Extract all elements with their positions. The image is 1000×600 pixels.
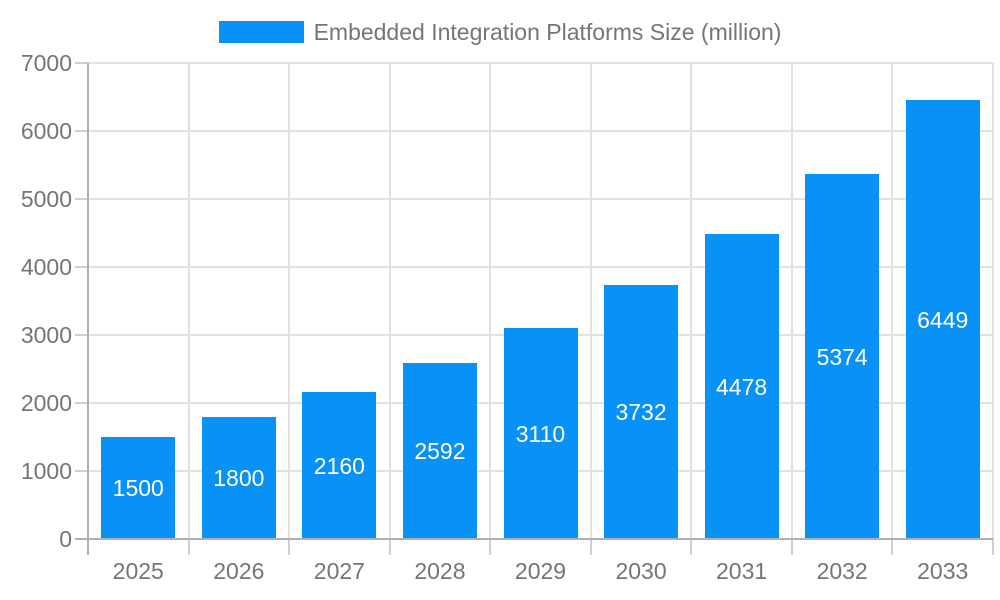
bar[interactable]: 1800 <box>201 417 276 539</box>
y-axis-line <box>87 63 89 555</box>
bar[interactable]: 3732 <box>604 285 679 539</box>
x-axis-label: 2028 <box>414 558 466 584</box>
y-axis-tick <box>75 198 88 200</box>
bar-value-label: 4478 <box>716 373 768 400</box>
bar[interactable]: 2160 <box>302 392 377 539</box>
y-gridline <box>88 198 993 200</box>
x-axis-tick <box>589 539 592 555</box>
x-axis-label: 2025 <box>112 558 164 584</box>
y-axis-label: 2000 <box>20 390 72 416</box>
x-gridline <box>187 63 190 539</box>
y-axis-tick <box>75 62 88 64</box>
x-gridline <box>790 63 793 539</box>
y-axis-label: 7000 <box>20 50 72 76</box>
x-axis-label: 2032 <box>816 558 868 584</box>
x-axis-tick <box>489 539 492 555</box>
y-axis-label: 6000 <box>20 118 72 144</box>
y-axis-label: 0 <box>59 526 72 552</box>
bar-value-label: 3110 <box>515 420 566 447</box>
x-axis-label: 2027 <box>313 558 365 584</box>
x-gridline <box>388 63 391 539</box>
y-axis-tick <box>75 402 88 404</box>
y-axis-tick <box>75 130 88 132</box>
x-axis-tick <box>790 539 793 555</box>
y-gridline <box>88 266 993 268</box>
bar[interactable]: 2592 <box>402 363 477 539</box>
bar[interactable]: 5374 <box>805 174 880 539</box>
bar[interactable]: 4478 <box>704 234 779 539</box>
bar-value-label: 1800 <box>213 465 265 491</box>
x-gridline <box>690 63 693 539</box>
x-gridline <box>891 63 894 539</box>
bar[interactable]: 6449 <box>905 100 980 539</box>
x-axis-tick <box>288 539 291 555</box>
bar-value-label: 5374 <box>816 343 868 370</box>
bar-value-label: 2592 <box>414 438 466 464</box>
legend-swatch-icon <box>218 21 304 43</box>
x-axis-tick <box>992 539 994 555</box>
bar-value-label: 1500 <box>112 475 164 501</box>
x-axis-tick <box>187 539 190 555</box>
x-axis-label: 2026 <box>213 558 265 584</box>
x-gridline <box>589 63 592 539</box>
bar-value-label: 6449 <box>917 306 969 333</box>
x-axis-label: 2031 <box>716 558 768 584</box>
bar-value-label: 3732 <box>615 399 667 425</box>
legend[interactable]: Embedded Integration Platforms Size (mil… <box>0 19 1000 45</box>
y-axis-label: 5000 <box>20 186 72 212</box>
y-axis-tick <box>75 334 88 336</box>
x-gridline <box>288 63 291 539</box>
bar[interactable]: 3110 <box>503 328 578 539</box>
y-axis-tick <box>75 470 88 472</box>
x-axis-label: 2030 <box>615 558 667 584</box>
y-axis-tick <box>75 266 88 268</box>
y-axis-label: 3000 <box>20 322 72 348</box>
x-baseline <box>75 538 993 540</box>
legend-series-label: Embedded Integration Platforms Size (mil… <box>313 19 782 45</box>
x-axis-tick <box>388 539 391 555</box>
bar[interactable]: 1500 <box>101 437 176 539</box>
x-axis-tick <box>891 539 894 555</box>
bar-value-label: 2160 <box>313 452 365 479</box>
x-gridline <box>489 63 492 539</box>
y-gridline <box>88 62 993 64</box>
y-axis-label: 1000 <box>20 458 72 484</box>
x-gridline <box>992 63 994 539</box>
x-axis-label: 2033 <box>917 558 969 584</box>
x-axis-tick <box>690 539 693 555</box>
y-axis-label: 4000 <box>20 254 72 280</box>
y-gridline <box>88 130 993 132</box>
x-axis-label: 2029 <box>514 558 567 584</box>
